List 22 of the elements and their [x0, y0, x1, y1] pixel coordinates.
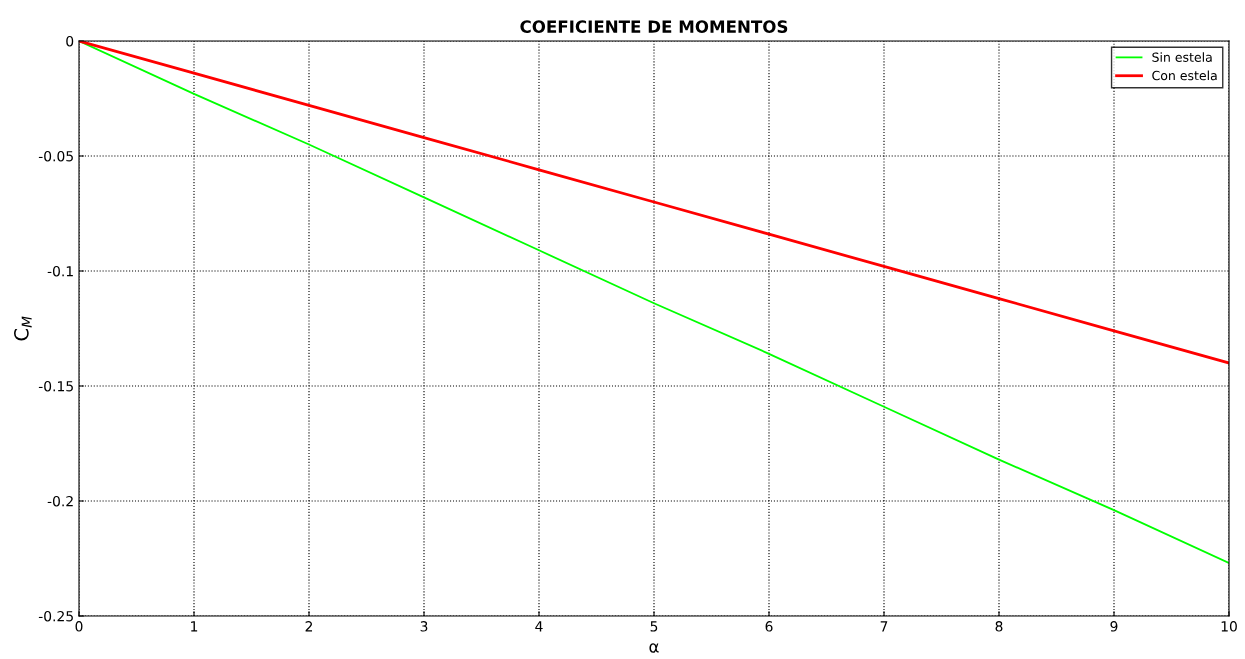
y-tick-label: -0.25 [38, 610, 73, 622]
legend-label: Sin estela [1152, 52, 1212, 62]
chart-title: COEFICIENTE DE MOMENTOS [520, 20, 788, 33]
x-tick-label: 10 [1221, 621, 1237, 632]
x-tick-label: 9 [1110, 621, 1118, 632]
y-tick-label: -0.05 [38, 150, 73, 162]
x-tick-label: 8 [995, 621, 1003, 632]
y-tick-label: 0 [66, 35, 74, 47]
x-tick-label: 4 [535, 621, 543, 632]
y-tick-label: -0.2 [47, 495, 73, 507]
x-tick-label: 2 [305, 621, 313, 632]
x-tick-label: 6 [765, 621, 773, 632]
x-tick-label: 1 [191, 621, 198, 632]
y-tick-label: -0.15 [38, 380, 73, 392]
y-tick-label: -0.1 [47, 265, 73, 277]
x-tick-label: 3 [420, 621, 428, 632]
x-tick-label: 7 [880, 621, 888, 632]
legend-label: Con estela [1152, 70, 1217, 81]
x-tick-label: 0 [75, 621, 83, 632]
x-tick-label: 5 [650, 621, 658, 632]
x-axis-title: α [649, 643, 659, 653]
y-axis-title: C$_{M}$ [14, 316, 32, 341]
